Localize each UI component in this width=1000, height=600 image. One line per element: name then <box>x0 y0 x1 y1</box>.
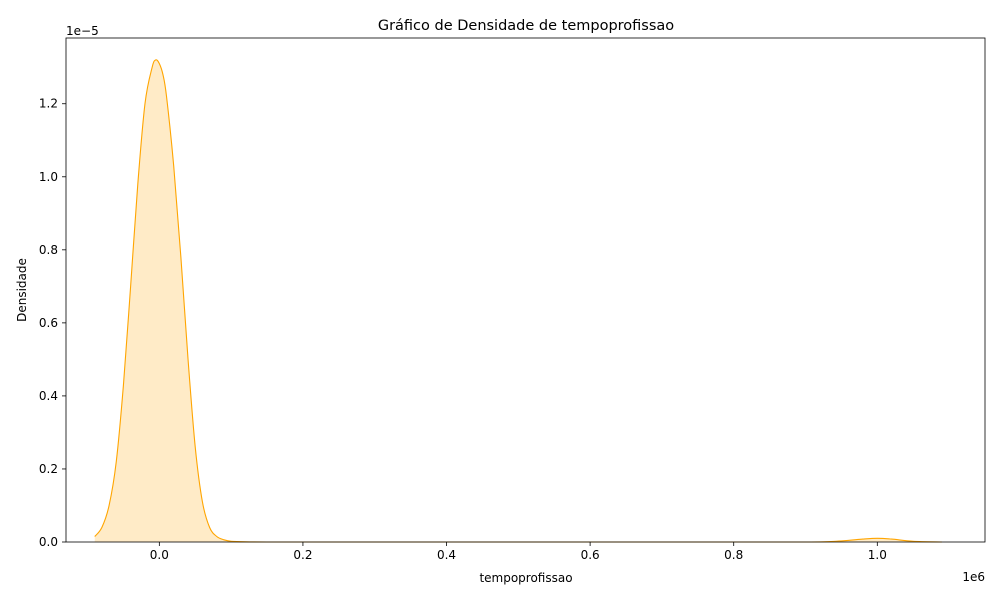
y-axis-offset-label: 1e−5 <box>66 24 99 38</box>
x-axis-offset-label: 1e6 <box>962 570 985 584</box>
x-axis-label: tempoprofissao <box>479 571 572 585</box>
y-tick-label: 0.2 <box>39 462 58 476</box>
density-area <box>94 59 942 542</box>
chart-title: Gráfico de Densidade de tempoprofissao <box>378 18 674 34</box>
y-tick-label: 1.2 <box>39 97 58 111</box>
y-tick-label: 1.0 <box>39 170 58 184</box>
x-axis-ticks: 0.0 0.2 0.4 0.6 0.8 1.0 <box>150 542 887 562</box>
x-tick-label: 1.0 <box>868 548 887 562</box>
y-tick-label: 0.4 <box>39 389 58 403</box>
y-tick-label: 0.8 <box>39 243 58 257</box>
density-line <box>94 59 942 543</box>
y-axis-ticks: 0.0 0.2 0.4 0.6 0.8 1.0 1.2 <box>39 97 66 549</box>
x-tick-label: 0.4 <box>437 548 456 562</box>
x-tick-label: 0.0 <box>150 548 169 562</box>
y-tick-label: 0.6 <box>39 316 58 330</box>
axes-frame <box>65 37 986 543</box>
y-axis-label: Densidade <box>15 258 29 322</box>
y-tick-label: 0.0 <box>39 535 58 549</box>
x-tick-label: 0.6 <box>581 548 600 562</box>
plot-area <box>94 59 942 543</box>
x-tick-label: 0.2 <box>293 548 312 562</box>
x-tick-label: 0.8 <box>724 548 743 562</box>
